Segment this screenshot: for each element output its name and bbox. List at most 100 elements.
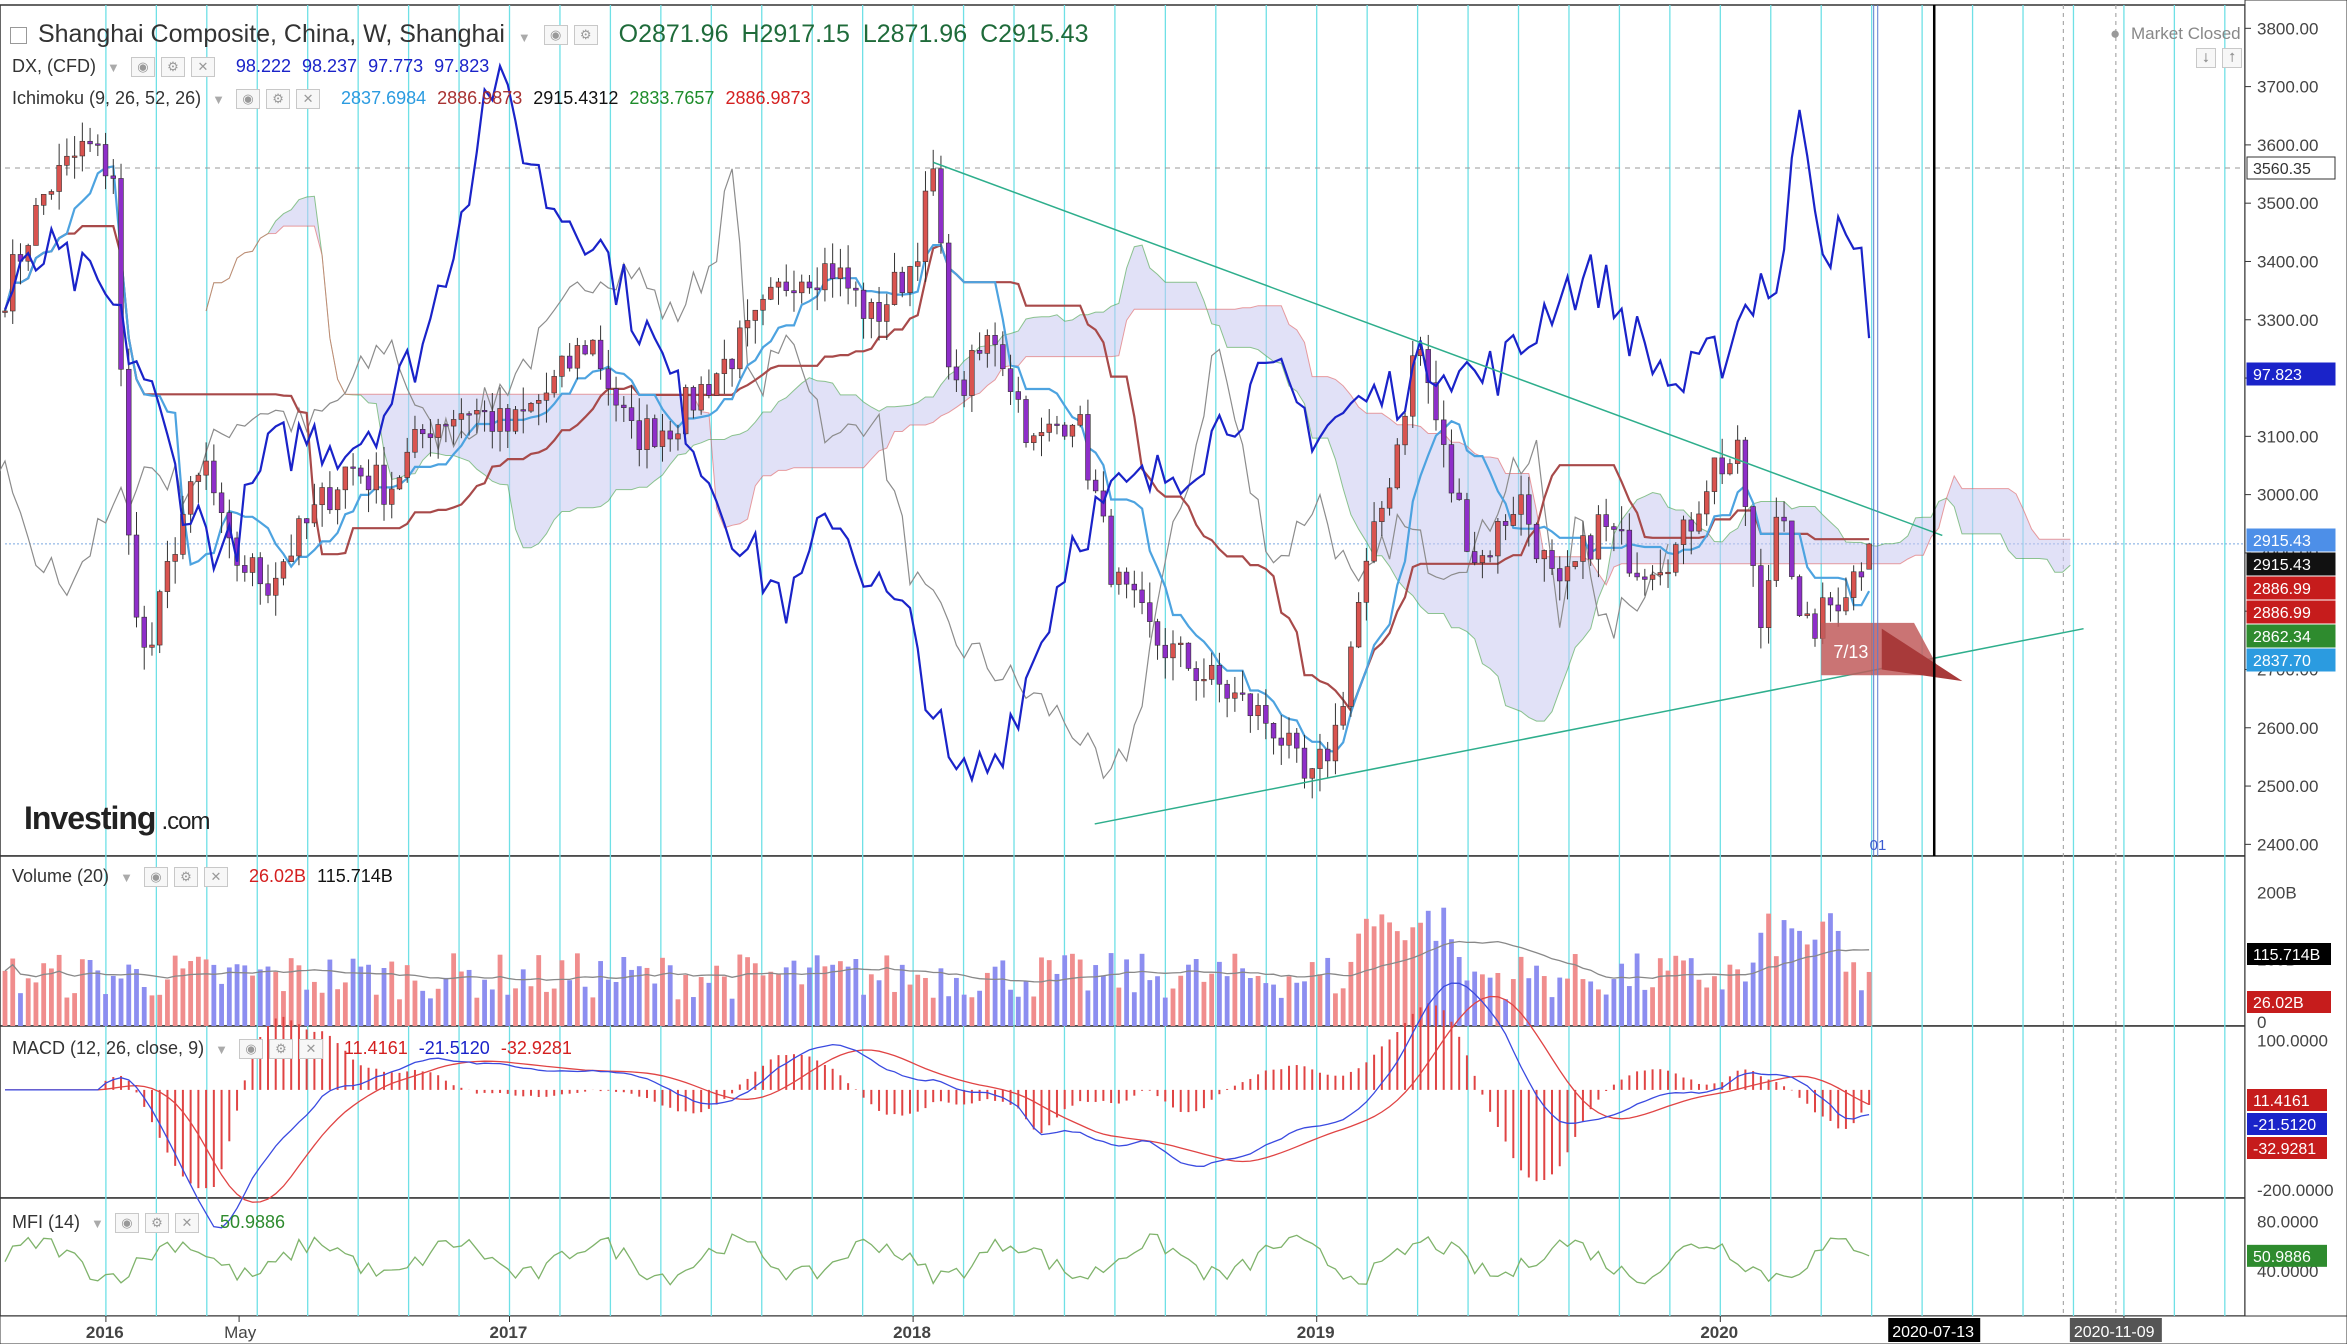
- volume-bar: [1093, 965, 1099, 1026]
- volume-bar: [1193, 959, 1199, 1026]
- volume-bar: [613, 981, 619, 1026]
- eye-icon[interactable]: ◉: [238, 1039, 263, 1060]
- volume-bar: [729, 998, 735, 1026]
- volume-bar: [474, 997, 480, 1026]
- close-icon[interactable]: ✕: [298, 1039, 323, 1060]
- chevron-down-icon[interactable]: ▼: [120, 870, 133, 885]
- candle-body: [1379, 507, 1385, 522]
- volume-bar: [884, 955, 890, 1026]
- candle-body: [961, 379, 967, 396]
- candle-body: [1541, 550, 1547, 560]
- gear-icon[interactable]: ⚙: [160, 57, 185, 78]
- chevron-down-icon[interactable]: ▼: [107, 60, 120, 75]
- volume-bar: [1619, 963, 1625, 1026]
- volume-bar: [1603, 994, 1609, 1026]
- volume-bar: [219, 983, 224, 1026]
- candle-body: [342, 466, 349, 491]
- volume-bar: [366, 964, 371, 1026]
- close-icon[interactable]: ✕: [203, 867, 228, 888]
- volume-bar: [1418, 922, 1423, 1026]
- eye-icon[interactable]: ◉: [143, 867, 168, 888]
- candle-body: [164, 561, 171, 592]
- volume-bar: [1828, 913, 1833, 1026]
- volume-bar: [149, 995, 155, 1026]
- volume-bar: [807, 967, 812, 1026]
- volume-bar: [1201, 981, 1207, 1026]
- chart-title: Shanghai Composite, China, W, Shanghai: [37, 20, 505, 48]
- price-badge: [2246, 552, 2336, 576]
- volume-bar: [327, 959, 333, 1026]
- candle-body: [1510, 514, 1517, 526]
- eye-icon[interactable]: ◉: [543, 25, 568, 46]
- candle-body: [373, 464, 379, 491]
- candle-body: [1758, 565, 1764, 628]
- volume-bar: [1054, 973, 1060, 1026]
- eye-icon[interactable]: ◉: [236, 89, 261, 110]
- candle-body: [760, 298, 766, 311]
- volume-bar: [1843, 971, 1849, 1026]
- volume-bar: [1070, 953, 1075, 1026]
- close-icon[interactable]: ✕: [296, 89, 321, 110]
- macd-badge-label: 11.4161: [2253, 1093, 2310, 1110]
- price-tick-label: 2600.00: [2257, 719, 2318, 738]
- volume-bar: [1518, 956, 1524, 1026]
- gear-icon[interactable]: ⚙: [573, 25, 598, 46]
- candle-body: [814, 287, 820, 291]
- eye-icon[interactable]: ◉: [130, 57, 155, 78]
- gear-icon[interactable]: ⚙: [268, 1039, 293, 1060]
- candle-body: [1263, 705, 1269, 724]
- candle-body: [489, 411, 496, 432]
- candle-body: [1031, 435, 1037, 443]
- macd-signal-line: [5, 995, 1870, 1203]
- time-axis: [0, 1315, 2347, 1344]
- chevron-down-icon[interactable]: ▼: [517, 30, 531, 45]
- date-badge: [1888, 1318, 1981, 1342]
- candle-body: [1147, 602, 1153, 622]
- candle-body: [1069, 424, 1076, 437]
- candle-body: [1116, 571, 1122, 585]
- candle-body: [1603, 514, 1609, 527]
- close-icon[interactable]: ✕: [174, 1213, 199, 1234]
- volume-bar: [64, 997, 70, 1026]
- ohlc-low: L2871.96: [862, 20, 968, 48]
- volume-bar: [714, 965, 720, 1026]
- scroll-down-icon[interactable]: ⭣: [2196, 48, 2216, 68]
- volume-bar: [72, 993, 78, 1026]
- price-tick-label: 3400.00: [2257, 252, 2318, 271]
- volume-bar: [1402, 940, 1408, 1026]
- price-badge-label: 2862.34: [2253, 629, 2311, 646]
- volume-bar: [1773, 956, 1779, 1026]
- collapse-icon[interactable]: [10, 26, 27, 44]
- eye-icon[interactable]: ◉: [114, 1213, 139, 1234]
- volume-bar: [783, 967, 789, 1026]
- scroll-up-icon[interactable]: ⭡: [2222, 48, 2242, 68]
- volume-bar: [1008, 989, 1013, 1026]
- candle-body: [350, 466, 356, 469]
- candle-body: [597, 339, 604, 370]
- candle-body: [1348, 646, 1354, 707]
- close-icon[interactable]: ✕: [190, 57, 215, 78]
- candle-body: [1526, 494, 1532, 525]
- volume-bar: [1433, 940, 1439, 1026]
- chevron-down-icon[interactable]: ▼: [91, 1216, 104, 1231]
- candle-body: [1270, 723, 1277, 739]
- candle-body: [528, 403, 534, 412]
- chevron-down-icon[interactable]: ▼: [215, 1042, 228, 1057]
- candle-body: [1386, 487, 1393, 509]
- candle-body: [110, 175, 116, 179]
- volume-legend-label: Volume (20): [12, 866, 110, 886]
- gear-icon[interactable]: ⚙: [173, 867, 198, 888]
- gear-icon[interactable]: ⚙: [266, 89, 291, 110]
- candle-body: [288, 555, 294, 562]
- gear-icon[interactable]: ⚙: [144, 1213, 169, 1234]
- volume-bar: [605, 979, 611, 1026]
- volume-bar: [265, 966, 271, 1026]
- volume-bar: [1255, 976, 1261, 1026]
- volume-bar: [1124, 959, 1129, 1026]
- volume-bar: [141, 987, 147, 1026]
- chevron-down-icon[interactable]: ▼: [212, 92, 225, 107]
- volume-bar: [49, 968, 54, 1026]
- volume-bar: [466, 969, 472, 1026]
- volume-bar: [1820, 921, 1826, 1026]
